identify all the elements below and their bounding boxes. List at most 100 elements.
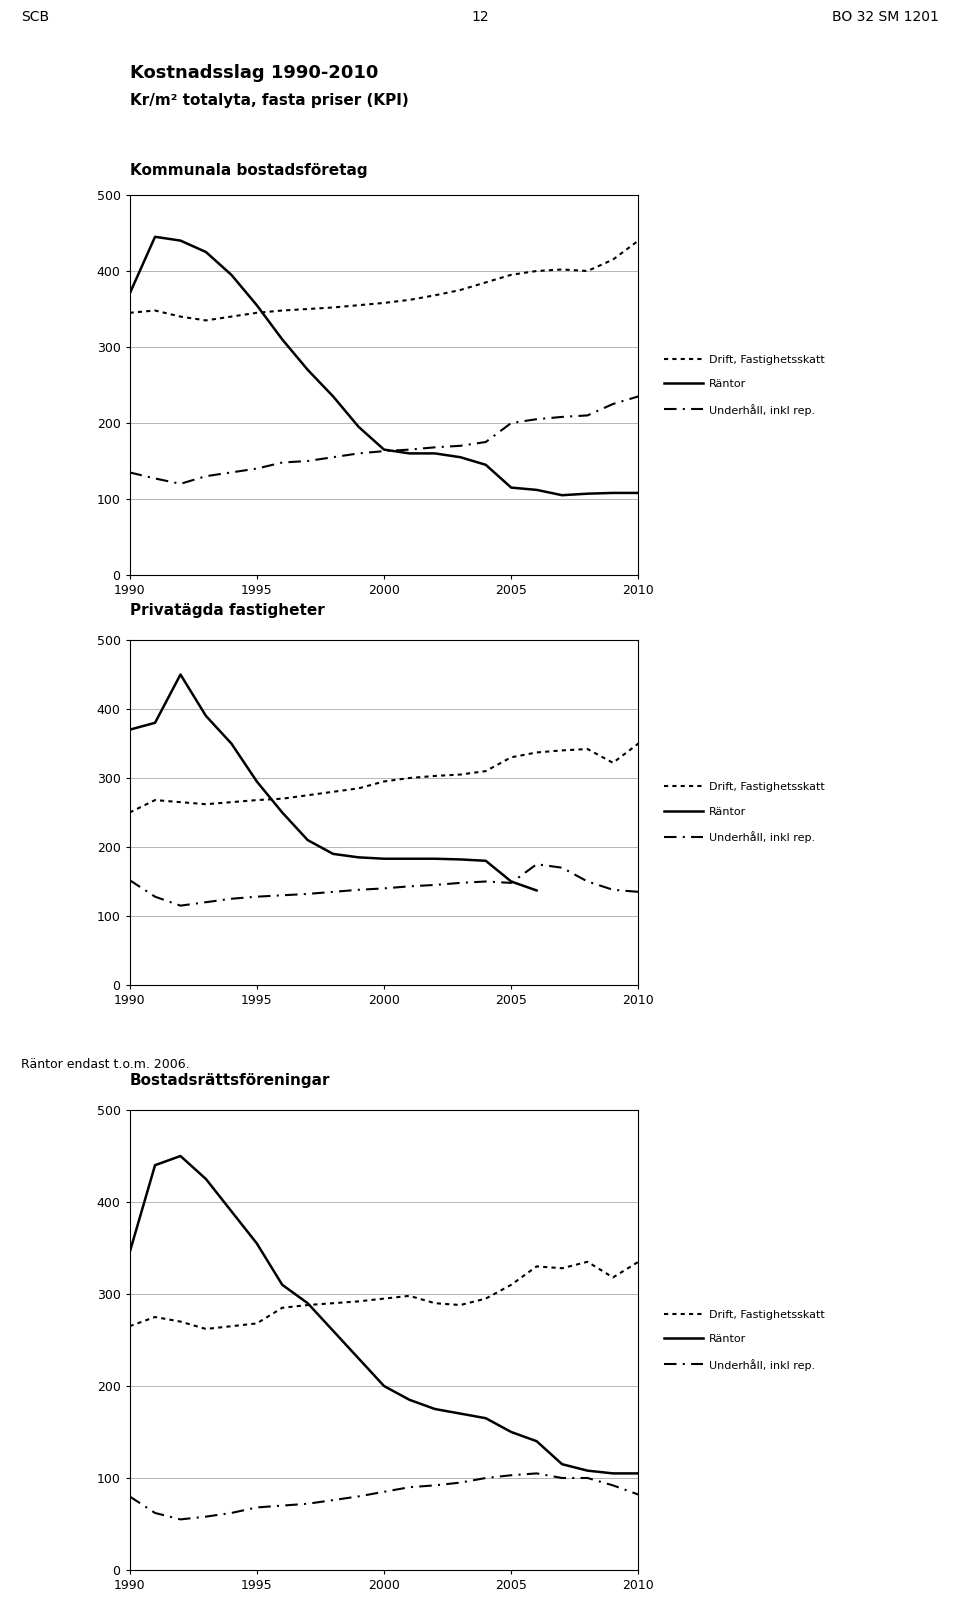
Räntor: [582, 1461, 593, 1481]
Drift, Fastighetsskatt: [378, 772, 390, 792]
Underhåll, inkl rep.: [175, 475, 186, 494]
Drift, Fastighetsskatt: [124, 1316, 135, 1335]
Räntor: [454, 849, 466, 868]
Drift, Fastighetsskatt: [302, 785, 314, 804]
Drift, Fastighetsskatt: [557, 1258, 568, 1278]
Räntor: [252, 296, 263, 315]
Underhåll, inkl rep.: [175, 1509, 186, 1529]
Räntor: [531, 480, 542, 499]
Räntor: [150, 1156, 161, 1175]
Drift, Fastighetsskatt: [353, 779, 365, 798]
Räntor: [378, 440, 390, 459]
Räntor: [582, 484, 593, 504]
Drift, Fastighetsskatt: [226, 1316, 237, 1335]
Räntor: [175, 665, 186, 684]
Underhåll, inkl rep.: [633, 1485, 644, 1505]
Räntor: [404, 445, 416, 464]
Underhåll, inkl rep.: [353, 445, 365, 464]
Räntor: [480, 851, 492, 870]
Underhåll, inkl rep.: [201, 467, 212, 486]
Underhåll, inkl rep.: [124, 462, 135, 481]
Underhåll, inkl rep.: [506, 1466, 517, 1485]
Drift, Fastighetsskatt: [480, 1289, 492, 1308]
Underhåll, inkl rep.: [454, 1473, 466, 1492]
Drift, Fastighetsskatt: [607, 1268, 618, 1287]
Drift, Fastighetsskatt: [175, 793, 186, 812]
Räntor: [429, 445, 441, 464]
Drift, Fastighetsskatt: [124, 803, 135, 822]
Underhåll, inkl rep.: [480, 432, 492, 451]
Räntor: [226, 1201, 237, 1220]
Räntor: [633, 483, 644, 502]
Räntor: [378, 849, 390, 868]
Drift, Fastighetsskatt: [226, 793, 237, 812]
Räntor: [404, 1390, 416, 1409]
Underhåll, inkl rep.: [557, 1468, 568, 1487]
Räntor: [150, 227, 161, 246]
Drift, Fastighetsskatt: [175, 307, 186, 326]
Räntor: [276, 803, 288, 822]
Text: Bostadsrättsföreningar: Bostadsrättsföreningar: [130, 1073, 330, 1087]
Underhåll, inkl rep.: [480, 1468, 492, 1487]
Underhåll, inkl rep.: [378, 1482, 390, 1501]
Underhåll, inkl rep.: [150, 469, 161, 488]
Line: Drift, Fastighetsskatt: Drift, Fastighetsskatt: [130, 744, 638, 812]
Underhåll, inkl rep.: [302, 1493, 314, 1513]
Räntor: [276, 1276, 288, 1295]
Text: Kostnadsslag 1990-2010: Kostnadsslag 1990-2010: [130, 64, 378, 82]
Räntor: [506, 1423, 517, 1442]
Räntor: [506, 478, 517, 497]
Underhåll, inkl rep.: [276, 886, 288, 905]
Räntor: [378, 1377, 390, 1396]
Räntor: [175, 1146, 186, 1166]
Drift, Fastighetsskatt: [506, 748, 517, 768]
Underhåll, inkl rep.: [607, 1476, 618, 1495]
Räntor: [302, 360, 314, 379]
Räntor: [454, 448, 466, 467]
Text: 12: 12: [471, 10, 489, 24]
Underhåll, inkl rep.: [124, 870, 135, 889]
Drift, Fastighetsskatt: [429, 286, 441, 305]
Underhåll, inkl rep.: [252, 459, 263, 478]
Drift, Fastighetsskatt: [252, 1314, 263, 1334]
Underhåll, inkl rep.: [404, 1477, 416, 1497]
Drift, Fastighetsskatt: [226, 307, 237, 326]
Drift, Fastighetsskatt: [557, 740, 568, 760]
Underhåll, inkl rep.: [124, 1487, 135, 1506]
Drift, Fastighetsskatt: [302, 1295, 314, 1314]
Drift, Fastighetsskatt: [404, 291, 416, 310]
Underhåll, inkl rep.: [557, 408, 568, 427]
Drift, Fastighetsskatt: [150, 301, 161, 320]
Drift, Fastighetsskatt: [150, 1308, 161, 1327]
Legend: Drift, Fastighetsskatt, Räntor, Underhåll, inkl rep.: Drift, Fastighetsskatt, Räntor, Underhål…: [664, 355, 825, 416]
Underhåll, inkl rep.: [378, 441, 390, 461]
Underhåll, inkl rep.: [633, 883, 644, 902]
Drift, Fastighetsskatt: [506, 265, 517, 285]
Drift, Fastighetsskatt: [633, 230, 644, 249]
Räntor: [252, 772, 263, 792]
Line: Räntor: Räntor: [130, 237, 638, 496]
Line: Räntor: Räntor: [130, 1156, 638, 1473]
Underhåll, inkl rep.: [506, 873, 517, 892]
Räntor: [607, 1463, 618, 1482]
Line: Underhåll, inkl rep.: Underhåll, inkl rep.: [130, 397, 638, 484]
Underhåll, inkl rep.: [302, 884, 314, 903]
Underhåll, inkl rep.: [302, 451, 314, 470]
Drift, Fastighetsskatt: [201, 1319, 212, 1338]
Underhåll, inkl rep.: [276, 1497, 288, 1516]
Underhåll, inkl rep.: [252, 887, 263, 907]
Räntor: [506, 871, 517, 891]
Drift, Fastighetsskatt: [480, 273, 492, 293]
Drift, Fastighetsskatt: [582, 1252, 593, 1271]
Line: Drift, Fastighetsskatt: Drift, Fastighetsskatt: [130, 240, 638, 320]
Underhåll, inkl rep.: [252, 1498, 263, 1517]
Drift, Fastighetsskatt: [429, 766, 441, 785]
Drift, Fastighetsskatt: [175, 1313, 186, 1332]
Text: Kommunala bostadsföretag: Kommunala bostadsföretag: [130, 163, 368, 177]
Legend: Drift, Fastighetsskatt, Räntor, Underhåll, inkl rep.: Drift, Fastighetsskatt, Räntor, Underhål…: [664, 782, 825, 843]
Drift, Fastighetsskatt: [252, 304, 263, 323]
Räntor: [429, 849, 441, 868]
Underhåll, inkl rep.: [582, 406, 593, 425]
Line: Drift, Fastighetsskatt: Drift, Fastighetsskatt: [130, 1262, 638, 1329]
Räntor: [327, 844, 339, 863]
